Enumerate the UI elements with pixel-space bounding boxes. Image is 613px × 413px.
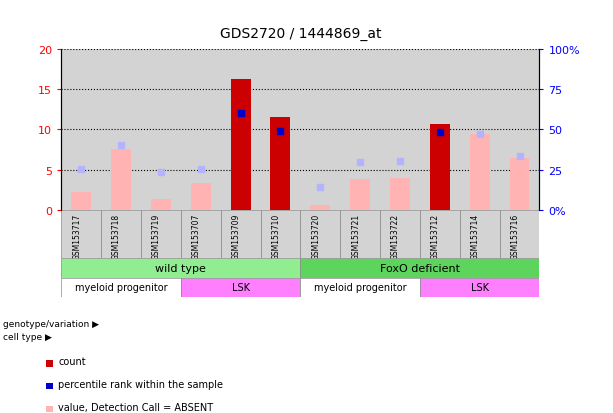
Bar — [221, 50, 261, 211]
Bar — [420, 50, 460, 211]
Point — [116, 143, 126, 150]
Bar — [61, 50, 101, 211]
Text: cell type ▶: cell type ▶ — [3, 332, 52, 341]
Text: myeloid progenitor: myeloid progenitor — [314, 283, 406, 293]
Text: GSM153712: GSM153712 — [431, 213, 440, 259]
Point — [514, 153, 524, 160]
Text: GSM153718: GSM153718 — [112, 213, 121, 259]
Text: GSM153714: GSM153714 — [471, 213, 480, 259]
Text: percentile rank within the sample: percentile rank within the sample — [58, 379, 223, 389]
FancyBboxPatch shape — [340, 211, 380, 259]
Bar — [71, 193, 91, 211]
Bar — [350, 180, 370, 211]
FancyBboxPatch shape — [181, 211, 221, 259]
Bar — [300, 50, 340, 211]
Point — [355, 160, 365, 166]
Bar — [470, 135, 490, 211]
FancyBboxPatch shape — [221, 211, 261, 259]
FancyBboxPatch shape — [61, 278, 181, 297]
Text: GSM153710: GSM153710 — [272, 213, 281, 259]
Text: GSM153722: GSM153722 — [391, 213, 400, 259]
FancyBboxPatch shape — [61, 259, 300, 278]
FancyBboxPatch shape — [420, 211, 460, 259]
Text: FoxO deficient: FoxO deficient — [380, 263, 460, 273]
FancyBboxPatch shape — [380, 211, 420, 259]
FancyBboxPatch shape — [61, 211, 101, 259]
FancyBboxPatch shape — [141, 211, 181, 259]
Point — [435, 129, 445, 136]
FancyBboxPatch shape — [460, 211, 500, 259]
Bar — [141, 50, 181, 211]
Point — [156, 169, 166, 176]
FancyBboxPatch shape — [300, 259, 539, 278]
FancyBboxPatch shape — [500, 211, 539, 259]
Bar — [509, 158, 530, 211]
Bar — [340, 50, 380, 211]
FancyBboxPatch shape — [261, 211, 300, 259]
Point — [76, 166, 86, 173]
FancyBboxPatch shape — [101, 211, 141, 259]
Point — [316, 185, 326, 191]
Text: genotype/variation ▶: genotype/variation ▶ — [3, 320, 99, 329]
Bar — [181, 50, 221, 211]
FancyBboxPatch shape — [300, 211, 340, 259]
Bar — [111, 150, 131, 211]
Text: value, Detection Call = ABSENT: value, Detection Call = ABSENT — [58, 402, 213, 412]
FancyBboxPatch shape — [181, 278, 300, 297]
Text: GSM153719: GSM153719 — [152, 213, 161, 259]
Bar — [191, 183, 211, 211]
Bar — [101, 50, 141, 211]
FancyBboxPatch shape — [420, 278, 539, 297]
Text: count: count — [58, 356, 86, 366]
Point — [235, 111, 245, 117]
FancyBboxPatch shape — [300, 278, 420, 297]
Bar — [380, 50, 420, 211]
Text: GSM153721: GSM153721 — [351, 213, 360, 259]
Text: GSM153716: GSM153716 — [511, 213, 519, 259]
Bar — [151, 199, 171, 211]
Text: GDS2720 / 1444869_at: GDS2720 / 1444869_at — [219, 27, 381, 41]
Point — [395, 158, 405, 165]
Text: myeloid progenitor: myeloid progenitor — [75, 283, 167, 293]
Point — [276, 128, 286, 135]
Bar — [261, 50, 300, 211]
Bar — [270, 118, 291, 211]
Text: GSM153717: GSM153717 — [72, 213, 81, 259]
Point — [475, 131, 485, 138]
Text: GSM153720: GSM153720 — [311, 213, 321, 259]
Bar — [310, 206, 330, 211]
Text: wild type: wild type — [156, 263, 206, 273]
Text: GSM153707: GSM153707 — [192, 213, 201, 259]
Bar — [390, 178, 410, 211]
Text: LSK: LSK — [471, 283, 489, 293]
Bar — [500, 50, 539, 211]
Text: GSM153709: GSM153709 — [232, 213, 240, 259]
Point — [196, 166, 206, 173]
Bar — [430, 125, 450, 211]
Bar — [230, 79, 251, 211]
Bar — [460, 50, 500, 211]
Text: LSK: LSK — [232, 283, 249, 293]
